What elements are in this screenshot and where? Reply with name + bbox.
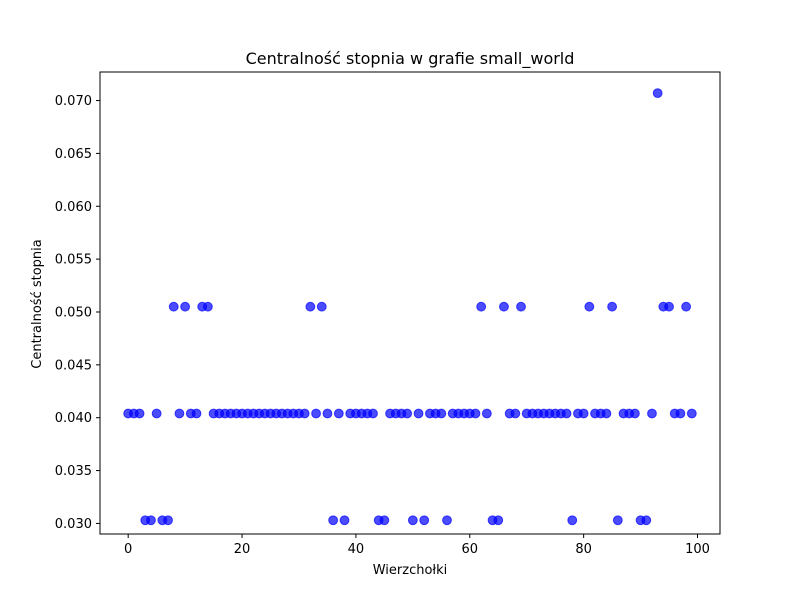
data-point: [641, 515, 652, 526]
y-tick-label: 0.040: [55, 411, 92, 426]
data-point: [470, 408, 481, 419]
data-point: [510, 408, 521, 419]
data-point: [180, 301, 191, 312]
data-point: [584, 301, 595, 312]
x-tick-label: 80: [575, 542, 592, 557]
data-point: [402, 408, 413, 419]
data-point: [516, 301, 526, 312]
data-point: [134, 408, 145, 419]
data-points: [123, 88, 697, 526]
data-point: [681, 301, 692, 312]
y-axis-ticks: 0.030 0.035 0.040 0.045 0.050 0.055 0.060 0.065…: [55, 94, 100, 532]
data-point: [578, 408, 589, 419]
chart-title: Centralność stopnia w grafie small_world: [246, 49, 575, 69]
data-point: [328, 515, 339, 526]
data-point: [652, 88, 663, 99]
data-point: [607, 301, 618, 312]
data-point: [379, 515, 390, 526]
data-point: [168, 301, 179, 312]
data-point: [442, 515, 452, 526]
y-tick-label: 0.070: [55, 94, 92, 109]
data-point: [339, 515, 350, 526]
data-point: [601, 408, 612, 419]
y-tick-label: 0.050: [55, 305, 92, 320]
x-axis-label: Wierzchołki: [373, 563, 448, 578]
plot-frame: [99, 71, 721, 535]
y-tick-label: 0.045: [55, 358, 92, 373]
x-tick-label: 0: [124, 542, 132, 557]
x-axis-ticks: 0 20 40 60 80 100: [124, 534, 710, 557]
data-point: [675, 408, 686, 419]
data-point: [311, 408, 321, 419]
x-tick-label: 60: [462, 542, 479, 557]
data-point: [333, 408, 344, 419]
data-point: [413, 408, 424, 419]
data-point: [305, 301, 316, 312]
data-point: [481, 408, 492, 419]
data-point: [664, 301, 674, 312]
data-point: [561, 408, 572, 419]
data-point: [647, 408, 657, 419]
axes-frame: [99, 71, 721, 535]
x-tick-label: 20: [234, 542, 251, 557]
data-point: [322, 408, 333, 419]
data-point: [368, 408, 378, 419]
data-point: [163, 515, 173, 526]
data-point: [476, 301, 487, 312]
data-point: [191, 408, 202, 419]
data-point: [493, 515, 504, 526]
data-point: [299, 408, 310, 419]
y-tick-label: 0.035: [55, 464, 92, 479]
data-point: [419, 515, 430, 526]
data-point: [686, 408, 697, 419]
data-point: [407, 515, 418, 526]
y-tick-label: 0.065: [55, 147, 92, 162]
data-point: [151, 408, 162, 419]
x-tick-label: 100: [685, 542, 710, 557]
data-point: [316, 301, 327, 312]
data-point: [499, 301, 509, 312]
data-point: [612, 515, 623, 526]
y-tick-label: 0.060: [55, 200, 92, 215]
data-point: [174, 408, 185, 419]
data-point: [146, 515, 156, 526]
data-point: [202, 301, 213, 312]
x-tick-label: 40: [348, 542, 365, 557]
y-tick-label: 0.055: [55, 253, 92, 268]
y-tick-label: 0.030: [55, 517, 92, 532]
data-point: [629, 408, 640, 419]
data-point: [567, 515, 578, 526]
y-axis-label: Centralność stopnia: [30, 239, 45, 368]
data-point: [436, 408, 447, 419]
